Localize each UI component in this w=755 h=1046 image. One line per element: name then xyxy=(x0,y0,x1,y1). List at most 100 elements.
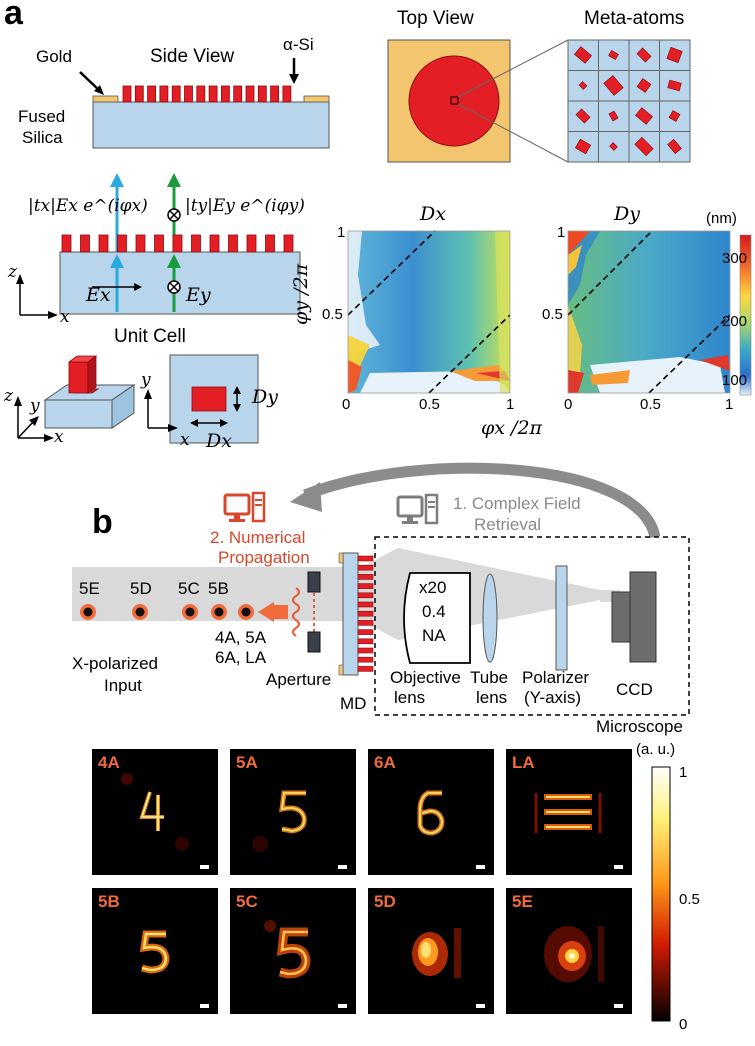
axis-x-label: x xyxy=(60,307,70,327)
pillar xyxy=(61,234,72,253)
map-ylabel: φy /2π xyxy=(290,263,312,325)
planes-sub2: 6A, LA xyxy=(215,648,267,667)
gold-label: Gold xyxy=(36,47,72,66)
step1-line1: 1. Complex Field xyxy=(453,494,581,513)
map-right-ytick-1: 1 xyxy=(557,224,566,241)
intensity-colorbar-tick-1: 1 xyxy=(679,764,688,781)
image-5d: 5D xyxy=(368,888,494,1014)
asi-label: α-Si xyxy=(283,35,314,54)
tube-line2: lens xyxy=(476,688,508,707)
pillar xyxy=(135,234,146,253)
pillar xyxy=(209,234,220,253)
pillar xyxy=(208,85,218,103)
nm-colorbar-tick-300: 300 xyxy=(722,250,748,267)
map-left-xtick-1: 1 xyxy=(506,396,515,413)
image-la: LA xyxy=(506,749,632,875)
fused-label: Fused xyxy=(18,107,66,126)
nm-colorbar-unit: (nm) xyxy=(706,210,737,227)
step2-line2: Propagation xyxy=(218,548,310,567)
unit-cell-field-diagram xyxy=(16,173,301,319)
meta-atom xyxy=(608,110,619,122)
pillar xyxy=(134,85,144,103)
plane-dot xyxy=(135,607,145,617)
scale-bar xyxy=(200,1004,209,1008)
meta-atom xyxy=(635,107,653,125)
field-out-y-label: |ty|Ey e^(iφy) xyxy=(185,196,305,216)
pillar xyxy=(171,85,181,103)
unit-cell-title: Unit Cell xyxy=(114,326,186,347)
image-la-label: LA xyxy=(512,753,535,772)
map-right-ytick-05: 0.5 xyxy=(542,306,563,323)
pillar xyxy=(246,234,257,253)
meta-atom xyxy=(578,81,588,90)
map-left-ytick-1: 1 xyxy=(337,224,346,241)
plane-5d-label: 5D xyxy=(130,579,152,598)
meta-atom xyxy=(574,138,592,155)
meta-atom xyxy=(575,108,591,124)
pillar xyxy=(357,583,374,589)
pillar xyxy=(245,85,255,103)
plane-dot xyxy=(185,607,195,617)
meta-atom xyxy=(609,142,618,151)
intensity-colorbar xyxy=(651,766,671,1022)
intensity-colorbar-unit: (a. u.) xyxy=(636,741,676,758)
top-view-title: Top View xyxy=(397,8,474,29)
image-5a-label: 5A xyxy=(236,753,258,772)
phase-maps xyxy=(347,230,752,396)
image-5d-label: 5D xyxy=(374,892,396,911)
nm-colorbar-tick-100: 100 xyxy=(722,372,748,389)
objective-spec-2: 0.4 xyxy=(422,602,446,621)
pillar xyxy=(228,234,238,253)
panel-a-letter: a xyxy=(4,0,23,32)
image-4a-label: 4A xyxy=(98,753,120,772)
unit-cell-top-axis-x: x xyxy=(180,430,190,450)
objective-line2: lens xyxy=(394,688,426,707)
plane-5b-label: 5B xyxy=(208,579,229,598)
nm-colorbar-tick-200: 200 xyxy=(722,313,748,330)
md-pillars xyxy=(357,555,374,672)
pillar xyxy=(257,85,267,103)
pillar xyxy=(357,638,374,645)
plane-dot xyxy=(83,607,93,617)
image-5c: 5C xyxy=(230,888,356,1014)
propagation-planes xyxy=(80,604,254,620)
nm-colorbar xyxy=(739,234,752,396)
scale-bar xyxy=(476,1004,485,1008)
scale-bar xyxy=(338,1004,347,1008)
meta-atoms-title: Meta-atoms xyxy=(584,8,685,29)
image-5c-label: 5C xyxy=(236,892,258,911)
ccd-label: CCD xyxy=(616,680,653,699)
meta-atom xyxy=(667,138,682,155)
step1-line2: Retrieval xyxy=(474,515,542,534)
pillar xyxy=(357,555,374,562)
scale-bar xyxy=(614,865,623,869)
image-4a: 4A xyxy=(92,749,218,875)
image-5b: 5B xyxy=(92,888,218,1014)
meta-atom xyxy=(668,110,681,122)
pillar xyxy=(357,666,374,672)
plane-5e-label: 5E xyxy=(79,579,100,598)
input-line2: Input xyxy=(104,676,142,695)
polarizer-line2: (Y-axis) xyxy=(524,688,581,707)
scale-bar xyxy=(614,1004,623,1008)
silica-label: Silica xyxy=(22,128,63,147)
pillar xyxy=(283,234,294,253)
pillar xyxy=(357,620,374,626)
md-label: MD xyxy=(340,694,367,713)
map-right-xtick-1: 1 xyxy=(725,396,734,413)
meta-atom xyxy=(608,49,619,61)
pc-grey-icon xyxy=(396,493,439,525)
map-left-title: Dx xyxy=(420,203,446,225)
pillar xyxy=(122,85,132,103)
map-xlabel: φx /2π xyxy=(481,417,543,439)
unit-cell-top-axis-y: y xyxy=(141,370,151,390)
polarizer-line1: Polarizer xyxy=(522,668,590,687)
input-line1: X-polarized xyxy=(72,654,158,673)
image-5e: 5E xyxy=(506,888,632,1014)
pillar xyxy=(357,629,374,635)
field-pillars xyxy=(61,234,294,253)
map-right-xtick-0: 0 xyxy=(564,396,573,413)
pillar xyxy=(357,574,374,580)
meta-atom xyxy=(634,136,654,157)
scale-bar xyxy=(200,865,209,869)
